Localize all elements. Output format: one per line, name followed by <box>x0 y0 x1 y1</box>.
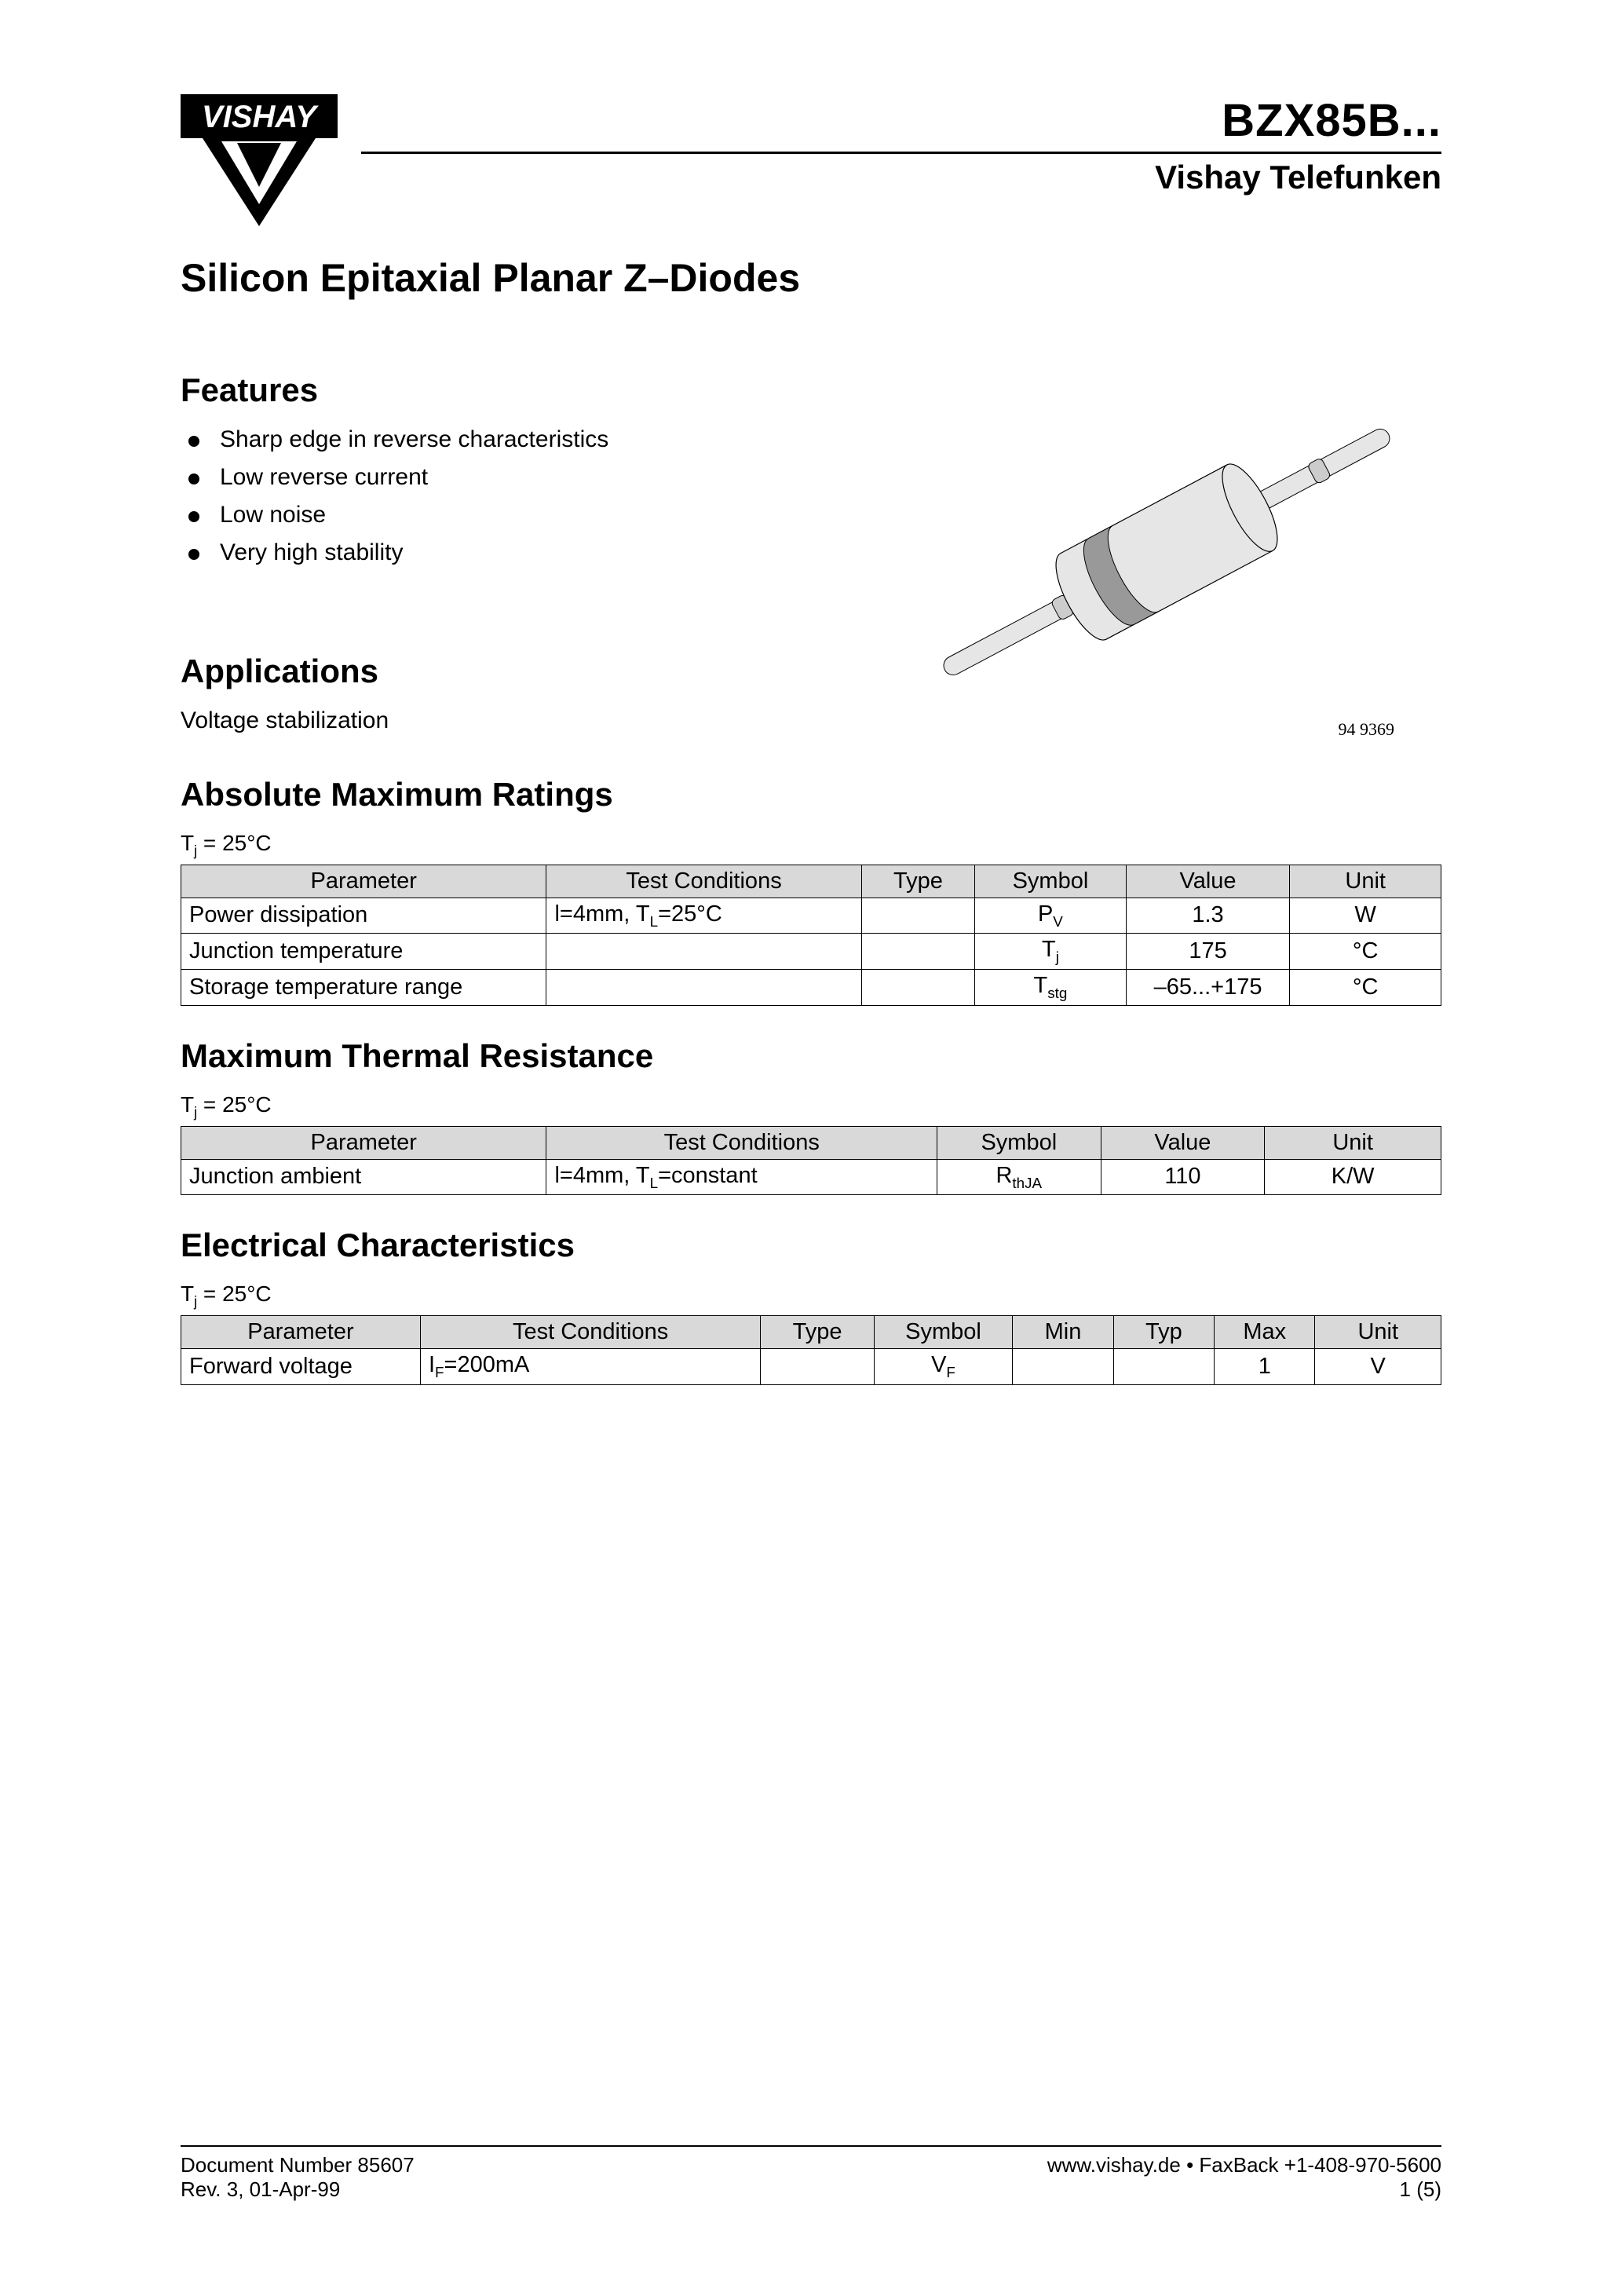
list-item: Very high stability <box>188 539 860 566</box>
list-item: Low reverse current <box>188 464 860 491</box>
thermal-table: Parameter Test Conditions Symbol Value U… <box>181 1126 1441 1196</box>
table-row: Junction temperature Tj 175 °C <box>181 934 1441 970</box>
thermal-condition: Tj = 25°C <box>181 1092 1441 1121</box>
col-header: Type <box>761 1315 874 1348</box>
cell <box>861 898 974 934</box>
cell <box>861 934 974 970</box>
cell: IF=200mA <box>420 1348 760 1384</box>
cell: 1 <box>1215 1348 1315 1384</box>
cell: W <box>1290 898 1441 934</box>
abs-max-heading: Absolute Maximum Ratings <box>181 776 1441 813</box>
cell: Tstg <box>975 970 1127 1006</box>
cell <box>861 970 974 1006</box>
page-footer: Document Number 85607 Rev. 3, 01-Apr-99 … <box>181 2145 1441 2202</box>
electrical-table: Parameter Test Conditions Type Symbol Mi… <box>181 1315 1441 1385</box>
list-item: Sharp edge in reverse characteristics <box>188 426 860 453</box>
cell: °C <box>1290 970 1441 1006</box>
table-row: Power dissipation l=4mm, TL=25°C PV 1.3 … <box>181 898 1441 934</box>
abs-max-condition: Tj = 25°C <box>181 831 1441 860</box>
vishay-logo: VISHAY <box>181 94 338 232</box>
logo-text: VISHAY <box>202 100 319 134</box>
cell <box>1013 1348 1113 1384</box>
page-number: 1 (5) <box>1047 2177 1441 2202</box>
col-header: Symbol <box>975 865 1127 898</box>
cell: l=4mm, TL=25°C <box>546 898 861 934</box>
col-header: Symbol <box>937 1126 1101 1159</box>
cell: °C <box>1290 934 1441 970</box>
cell: –65...+175 <box>1126 970 1290 1006</box>
cell: 175 <box>1126 934 1290 970</box>
diode-illustration: 94 9369 <box>892 371 1441 737</box>
cell: RthJA <box>937 1159 1101 1195</box>
col-header: Unit <box>1315 1315 1441 1348</box>
cell: Power dissipation <box>181 898 546 934</box>
footer-right: www.vishay.de • FaxBack +1-408-970-5600 … <box>1047 2153 1441 2202</box>
table-row: Storage temperature range Tstg –65...+17… <box>181 970 1441 1006</box>
table-row: Forward voltage IF=200mA VF 1 V <box>181 1348 1441 1384</box>
cell <box>1113 1348 1214 1384</box>
features-heading: Features <box>181 371 860 409</box>
electrical-condition: Tj = 25°C <box>181 1281 1441 1311</box>
cell <box>546 970 861 1006</box>
cell <box>761 1348 874 1384</box>
diode-caption: 94 9369 <box>1339 719 1395 740</box>
title-block: BZX85B... Vishay Telefunken <box>361 94 1441 196</box>
page-header: VISHAY BZX85B... Vishay Telefunken <box>181 94 1441 232</box>
diode-icon <box>892 371 1441 733</box>
cell: Junction ambient <box>181 1159 546 1195</box>
cell: Tj <box>975 934 1127 970</box>
cell: V <box>1315 1348 1441 1384</box>
col-header: Value <box>1126 865 1290 898</box>
thermal-heading: Maximum Thermal Resistance <box>181 1037 1441 1075</box>
cell: PV <box>975 898 1127 934</box>
col-header: Parameter <box>181 1126 546 1159</box>
footer-left: Document Number 85607 Rev. 3, 01-Apr-99 <box>181 2153 415 2202</box>
col-header: Symbol <box>874 1315 1013 1348</box>
table-row: Junction ambient l=4mm, TL=constant RthJ… <box>181 1159 1441 1195</box>
table-header-row: Parameter Test Conditions Type Symbol Mi… <box>181 1315 1441 1348</box>
col-header: Test Conditions <box>546 865 861 898</box>
col-header: Test Conditions <box>420 1315 760 1348</box>
col-header: Parameter <box>181 1315 421 1348</box>
doc-number: Document Number 85607 <box>181 2153 415 2177</box>
cell: Forward voltage <box>181 1348 421 1384</box>
cell: K/W <box>1265 1159 1441 1195</box>
subtitle: Vishay Telefunken <box>361 159 1441 196</box>
abs-max-table: Parameter Test Conditions Type Symbol Va… <box>181 865 1441 1006</box>
applications-text: Voltage stabilization <box>181 707 860 734</box>
col-header: Unit <box>1265 1126 1441 1159</box>
applications-heading: Applications <box>181 653 860 690</box>
cell: Junction temperature <box>181 934 546 970</box>
part-number: BZX85B... <box>361 94 1441 147</box>
cell: VF <box>874 1348 1013 1384</box>
col-header: Type <box>861 865 974 898</box>
header-rule <box>361 152 1441 154</box>
doc-rev: Rev. 3, 01-Apr-99 <box>181 2177 415 2202</box>
col-header: Typ <box>1113 1315 1214 1348</box>
table-header-row: Parameter Test Conditions Symbol Value U… <box>181 1126 1441 1159</box>
col-header: Min <box>1013 1315 1113 1348</box>
col-header: Parameter <box>181 865 546 898</box>
electrical-heading: Electrical Characteristics <box>181 1227 1441 1264</box>
intro-columns: Features Sharp edge in reverse character… <box>181 371 1441 737</box>
footer-url: www.vishay.de • FaxBack +1-408-970-5600 <box>1047 2153 1441 2177</box>
col-header: Test Conditions <box>546 1126 937 1159</box>
col-header: Value <box>1101 1126 1265 1159</box>
cell: Storage temperature range <box>181 970 546 1006</box>
col-header: Max <box>1215 1315 1315 1348</box>
cell <box>546 934 861 970</box>
cell: l=4mm, TL=constant <box>546 1159 937 1195</box>
features-list: Sharp edge in reverse characteristics Lo… <box>181 426 860 566</box>
cell: 110 <box>1101 1159 1265 1195</box>
table-header-row: Parameter Test Conditions Type Symbol Va… <box>181 865 1441 898</box>
cell: 1.3 <box>1126 898 1290 934</box>
page-title: Silicon Epitaxial Planar Z–Diodes <box>181 255 1441 301</box>
logo-icon: VISHAY <box>181 94 338 228</box>
list-item: Low noise <box>188 502 860 528</box>
col-header: Unit <box>1290 865 1441 898</box>
